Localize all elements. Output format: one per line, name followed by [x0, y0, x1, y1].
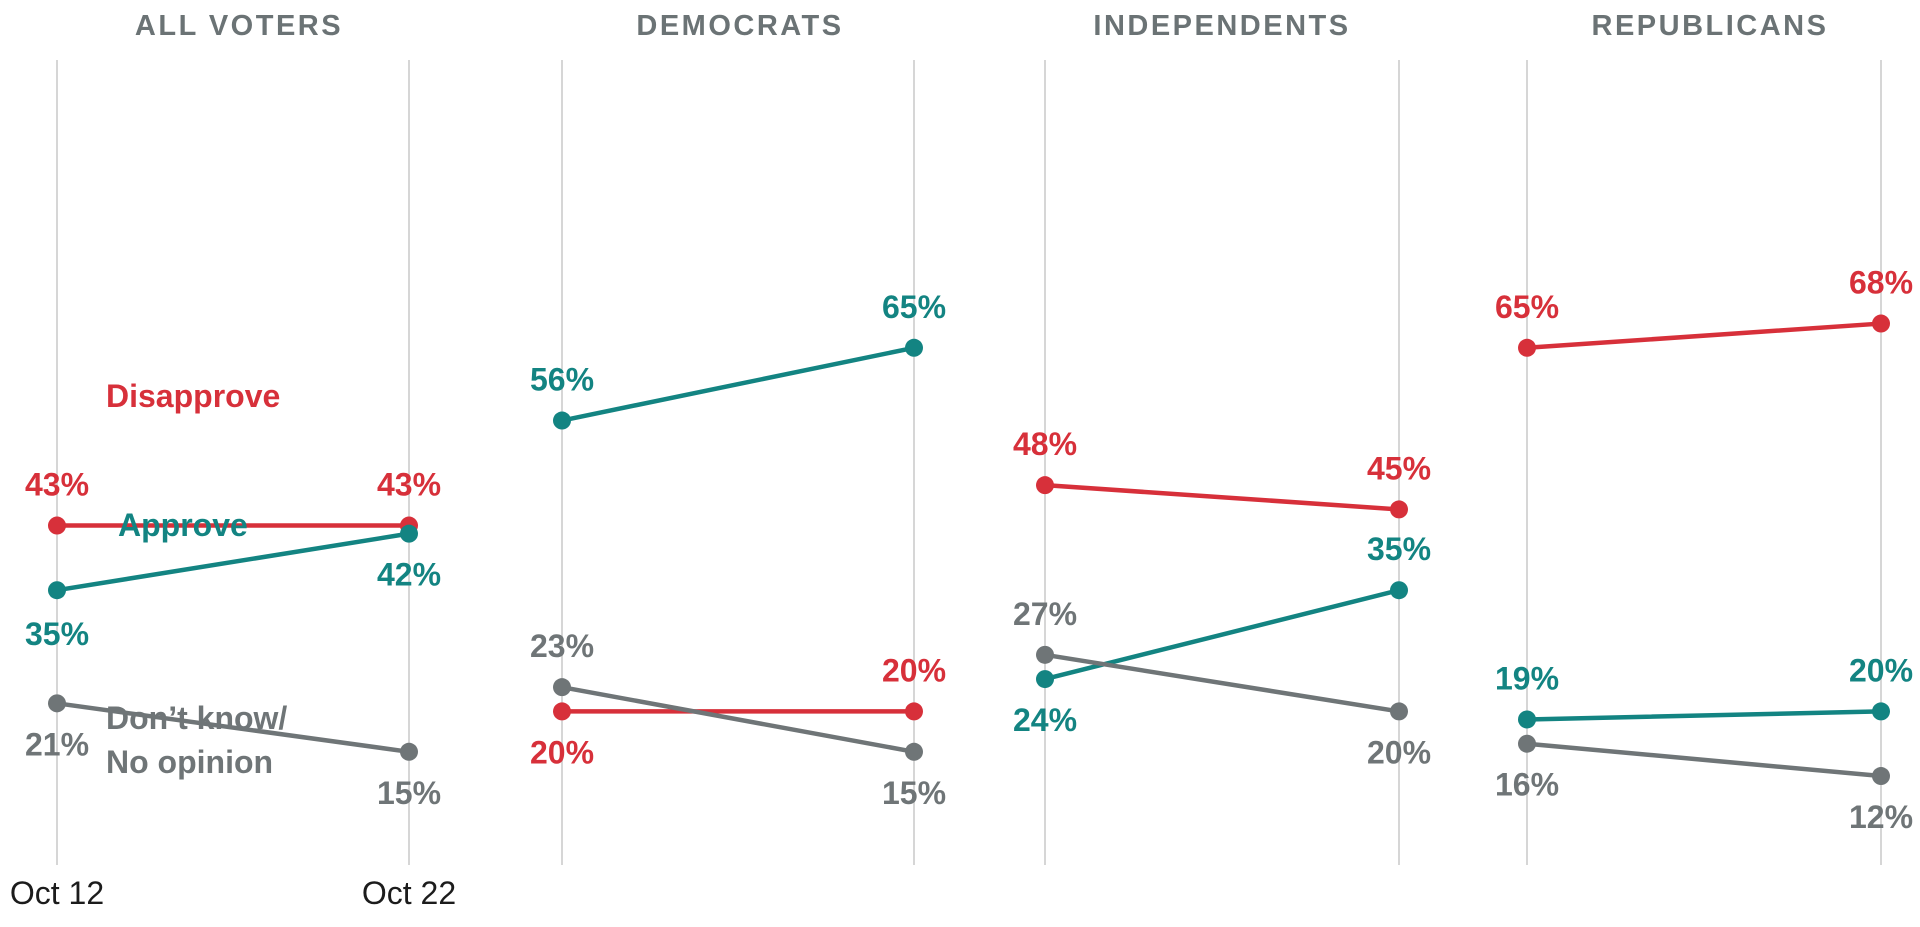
series-line-disapprove [1524, 321, 1884, 351]
panel-republicans: REPUBLICANS 65% 68% 19% 20% 16% 12% [1495, 10, 1913, 865]
data-point-disapprove-start [48, 516, 66, 535]
data-label-approve-end: 35% [1367, 531, 1431, 567]
data-point-disapprove-start [553, 702, 571, 721]
data-label-don-t-know-no-opinion-end: 15% [882, 775, 946, 811]
series-line-don-t-know-no-opinion [54, 701, 412, 755]
series-line-approve [1042, 587, 1402, 682]
x-tick-label-end: Oct 22 [362, 875, 456, 911]
data-point-don-t-know-no-opinion-end [1390, 702, 1408, 721]
panel-title: ALL VOTERS [135, 10, 343, 42]
data-point-approve-end [1872, 702, 1890, 721]
data-point-don-t-know-no-opinion-start [1518, 734, 1536, 753]
series-line-approve [1524, 709, 1884, 722]
data-point-disapprove-end [905, 702, 923, 721]
data-label-disapprove-start: 43% [25, 467, 89, 503]
data-label-disapprove-start: 48% [1013, 426, 1077, 462]
data-point-don-t-know-no-opinion-end [905, 742, 923, 761]
series-line-disapprove [1042, 482, 1402, 512]
data-label-don-t-know-no-opinion-start: 23% [530, 628, 594, 664]
series-label-approve: Approve [118, 507, 248, 543]
series-line-approve [54, 531, 412, 593]
data-point-approve-end [905, 338, 923, 357]
x-axis: Oct 12 Oct 22 [10, 875, 456, 911]
series-line-don-t-know-no-opinion [1042, 652, 1402, 714]
data-label-disapprove-end: 68% [1849, 265, 1913, 301]
data-point-approve-end [1390, 581, 1408, 600]
data-label-disapprove-end: 20% [882, 652, 946, 688]
panel-all-voters: ALL VOTERS 43% 43% 35% 42% 21% 15% Disapprove Ap… [25, 10, 441, 865]
series-line-don-t-know-no-opinion [1524, 741, 1884, 779]
data-point-approve-start [1518, 710, 1536, 729]
panel-title: DEMOCRATS [636, 10, 843, 42]
series-line-approve [559, 345, 917, 423]
series-line-don-t-know-no-opinion [559, 684, 917, 755]
data-point-disapprove-end [1872, 314, 1890, 333]
data-point-don-t-know-no-opinion-start [1036, 645, 1054, 664]
panel-title: REPUBLICANS [1592, 10, 1829, 42]
panel-independents: INDEPENDENTS 48% 45% 24% 35% 27% 20% [1013, 10, 1431, 865]
data-label-approve-end: 65% [882, 289, 946, 325]
data-label-disapprove-start: 20% [530, 734, 594, 770]
data-label-don-t-know-no-opinion-end: 15% [377, 775, 441, 811]
data-label-don-t-know-no-opinion-end: 12% [1849, 799, 1913, 835]
data-label-disapprove-start: 65% [1495, 289, 1559, 325]
data-label-disapprove-end: 43% [377, 467, 441, 503]
series-label-don-t-know-no-opinion-line2: No opinion [106, 744, 273, 780]
data-point-approve-end [400, 524, 418, 543]
data-point-approve-start [1036, 670, 1054, 689]
data-point-disapprove-start [1518, 338, 1536, 357]
data-point-don-t-know-no-opinion-start [48, 694, 66, 713]
data-point-approve-start [48, 581, 66, 600]
data-point-disapprove-start [1036, 476, 1054, 495]
data-label-don-t-know-no-opinion-end: 20% [1367, 734, 1431, 770]
data-point-don-t-know-no-opinion-end [1872, 767, 1890, 786]
data-point-don-t-know-no-opinion-start [553, 678, 571, 697]
series-label-disapprove: Disapprove [106, 378, 280, 414]
panel-democrats: DEMOCRATS 56% 65% 20% 20% 23% 15% [530, 10, 946, 865]
data-label-approve-start: 24% [1013, 702, 1077, 738]
data-label-approve-start: 19% [1495, 660, 1559, 696]
series-label-don-t-know-no-opinion-line1: Don’t know/ [106, 700, 287, 736]
data-label-don-t-know-no-opinion-start: 21% [25, 726, 89, 762]
data-label-don-t-know-no-opinion-start: 16% [1495, 767, 1559, 803]
panel-title: INDEPENDENTS [1093, 10, 1350, 42]
data-label-disapprove-end: 45% [1367, 450, 1431, 486]
data-label-don-t-know-no-opinion-start: 27% [1013, 596, 1077, 632]
data-label-approve-end: 42% [377, 557, 441, 593]
x-tick-label-start: Oct 12 [10, 875, 104, 911]
data-point-disapprove-end [1390, 500, 1408, 519]
data-label-approve-start: 56% [530, 362, 594, 398]
data-label-approve-start: 35% [25, 616, 89, 652]
data-point-approve-start [553, 411, 571, 430]
data-point-don-t-know-no-opinion-end [400, 742, 418, 761]
data-label-approve-end: 20% [1849, 652, 1913, 688]
